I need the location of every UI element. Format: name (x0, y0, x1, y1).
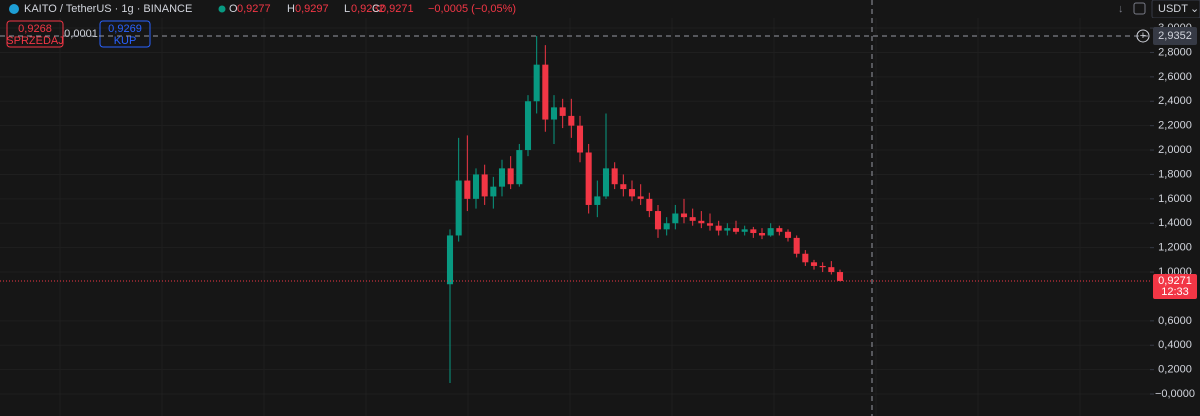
y-tick-label: 1,2000 (1158, 242, 1192, 254)
candle-body (490, 186, 497, 197)
add-alert (1136, 29, 1150, 43)
y-tick-label: 0,6000 (1158, 315, 1192, 327)
candle-body (706, 223, 714, 226)
candle-body (672, 213, 679, 224)
candle-body (455, 180, 462, 236)
y-tick-label: 0,4000 (1158, 339, 1192, 351)
plot (446, 35, 844, 384)
candle-body (524, 101, 532, 151)
candle-body (472, 174, 480, 199)
candle-body (516, 150, 523, 185)
countdown: 12:33 (1161, 286, 1189, 298)
candle-body (836, 272, 844, 281)
candle-body (585, 152, 592, 205)
candle-body (758, 233, 766, 236)
candle-body (654, 211, 662, 230)
candle-body (568, 115, 575, 126)
y-tick-label: 2,8000 (1158, 46, 1192, 58)
candle-body (732, 228, 740, 232)
candle-body (446, 235, 454, 285)
candle-body (611, 168, 618, 185)
y-tick-label: 1,8000 (1158, 168, 1192, 180)
price-scale (1150, 18, 1200, 416)
crosshair-label: 2,9352 (1158, 30, 1192, 42)
y-tick-label: 2,4000 (1158, 95, 1192, 107)
currency: USDT (1158, 3, 1188, 15)
candle-body (793, 237, 800, 254)
candle-body (767, 228, 774, 236)
y-tick-label: 1,6000 (1158, 193, 1192, 205)
status-dot (218, 5, 226, 13)
candle-body (698, 220, 705, 224)
currency-caret: ⌄ (1190, 3, 1199, 15)
candle-body (576, 125, 584, 153)
last-price-bg (1153, 273, 1197, 299)
y-tick-label: 2,2000 (1158, 120, 1192, 132)
download-icon[interactable]: ↓ (1118, 3, 1124, 15)
change: −0,0005 (−0,05%) (428, 3, 516, 15)
candle-body (715, 225, 722, 231)
candle-body (784, 231, 792, 238)
candle-body (802, 253, 809, 263)
candle-body (620, 184, 627, 190)
candle-body (741, 229, 748, 232)
o-label: O (229, 3, 238, 15)
candle-body (680, 213, 688, 218)
candle-body (689, 217, 696, 221)
candle-body (637, 196, 644, 199)
crosshair-label-bg (1153, 26, 1197, 45)
candle-body (481, 174, 488, 197)
buy-button[interactable] (99, 20, 151, 48)
candle-body (559, 107, 566, 116)
c-value: 0,9271 (380, 3, 414, 15)
candle-body (750, 229, 757, 234)
y-tick-label: 2,0000 (1158, 144, 1192, 156)
candle-body (507, 168, 514, 185)
candle-body (542, 64, 549, 120)
candle-body (628, 189, 636, 197)
y-tick-label: 0,2000 (1158, 364, 1192, 376)
y-tick-label: 2,6000 (1158, 71, 1192, 83)
candle-body (810, 262, 818, 266)
fullscreen-icon[interactable] (1133, 2, 1146, 15)
add-alert-plus: + (1140, 30, 1146, 42)
candle-body (533, 64, 540, 102)
y-tick-label: −0,0000 (1155, 388, 1195, 400)
sell-price: 0,9268 (18, 23, 52, 35)
candle-body (724, 228, 731, 231)
h-label: H (287, 3, 295, 15)
l-label: L (344, 3, 350, 15)
buy-label: KUP (114, 35, 137, 47)
last-price-label: 0,9271 (1158, 275, 1192, 287)
o-value: 0,9277 (237, 3, 271, 15)
candle-body (776, 228, 783, 232)
candle-body (819, 265, 826, 268)
candle-body (828, 267, 835, 273)
symbol-icon (9, 4, 19, 14)
grid (0, 18, 1150, 416)
sell-label: SPRZEDAJ (6, 35, 63, 47)
sell-button[interactable] (6, 20, 64, 48)
candle-body (663, 223, 670, 230)
candle-body (602, 168, 610, 197)
l-value: 0,9232 (351, 3, 385, 15)
candle-body (550, 107, 558, 120)
c-label: C (372, 3, 380, 15)
symbol: KAITO / TetherUS · 1g · BINANCE (24, 3, 192, 15)
y-tick-label: 1,4000 (1158, 217, 1192, 229)
candle-body (498, 168, 506, 187)
candle-body (594, 196, 601, 205)
buy-price: 0,9269 (108, 23, 142, 35)
spread: 0,0001 (64, 28, 98, 40)
candle-body (646, 198, 653, 212)
candle-body (464, 180, 471, 199)
h-value: 0,9297 (295, 3, 329, 15)
